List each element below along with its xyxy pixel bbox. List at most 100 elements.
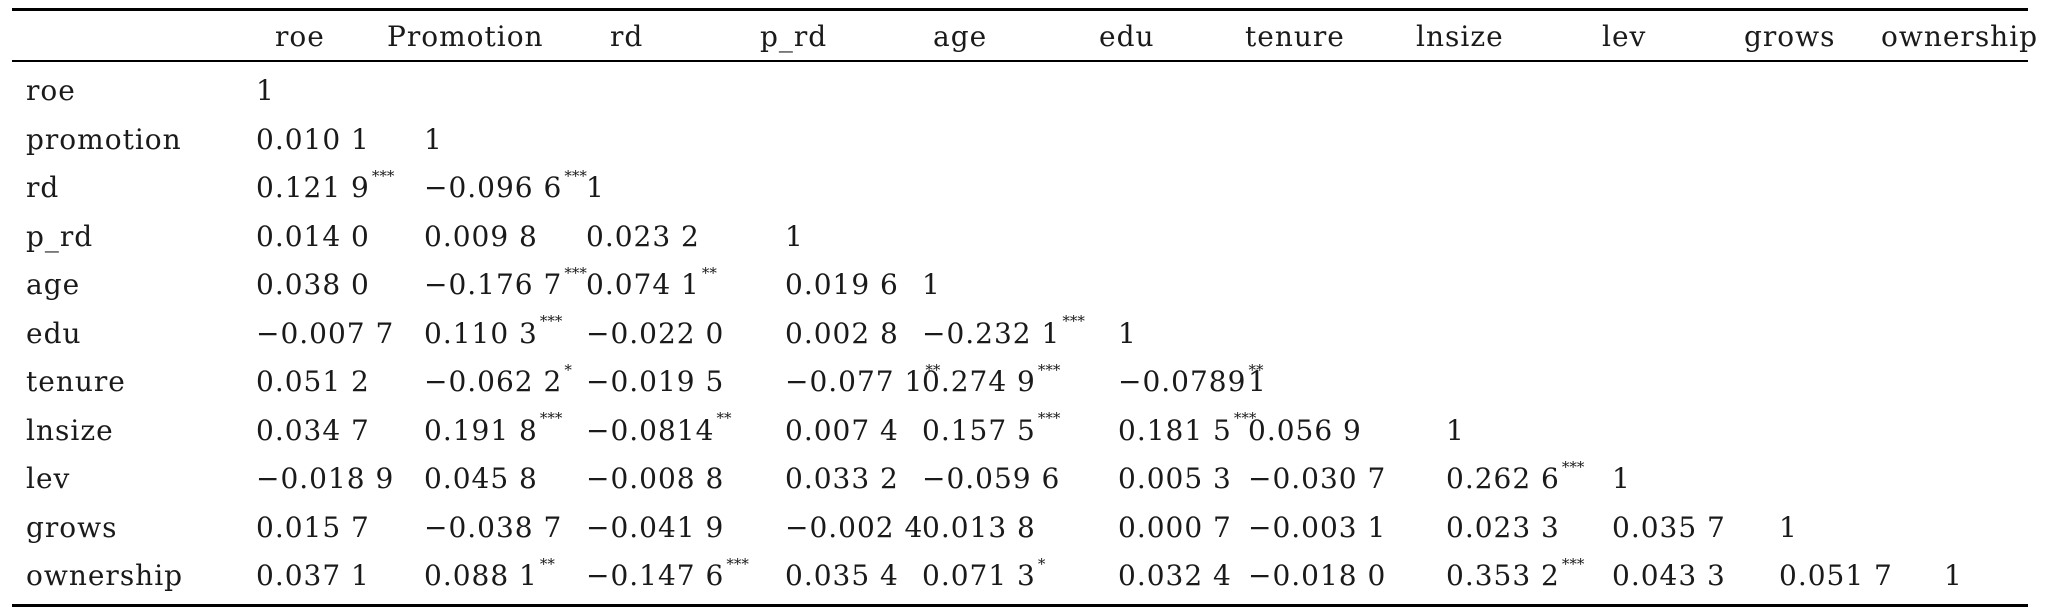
cell-value: 0.043 3 bbox=[1612, 559, 1726, 592]
cell-value: 0.032 4 bbox=[1118, 559, 1232, 592]
table-cell: 0.035 7 bbox=[1612, 511, 1726, 544]
cell-value: 0.023 2 bbox=[586, 219, 700, 253]
table-row: tenure 0.051 2 −0.062 2 * −0.019 5 −0.077 1 **… bbox=[12, 357, 2028, 406]
table-cell: 0.045 8 bbox=[424, 462, 538, 495]
cell-value: 0.033 2 bbox=[785, 462, 899, 495]
row-label: age bbox=[26, 268, 81, 301]
table-cell: −0.0814 ** bbox=[586, 409, 731, 446]
column-header: lnsize bbox=[1416, 20, 1504, 53]
cell-value: 0.037 1 bbox=[256, 559, 370, 592]
table-cell: 0.035 4 bbox=[785, 559, 899, 592]
table-cell: 0.038 0 bbox=[256, 268, 370, 301]
cell-value: 0.181 5 bbox=[1118, 413, 1232, 447]
table-cell: 0.007 4 bbox=[785, 414, 899, 447]
table-cell: 0.037 1 bbox=[256, 559, 370, 592]
table-cell: −0.062 2 * bbox=[424, 361, 572, 398]
cell-value: 0.035 4 bbox=[785, 559, 899, 592]
row-label: promotion bbox=[26, 122, 182, 156]
top-rule bbox=[12, 8, 2028, 11]
table-cell: 1 bbox=[922, 268, 941, 301]
cell-value: 0.191 8 bbox=[424, 413, 538, 447]
cell-value: 1 bbox=[785, 219, 804, 253]
table-cell: 0.181 5 *** bbox=[1118, 409, 1256, 447]
table-cell: −0.041 9 bbox=[586, 511, 724, 544]
table-cell: 0.262 6 *** bbox=[1446, 458, 1584, 495]
row-label: lev bbox=[26, 462, 71, 495]
cell-value: 1 bbox=[586, 171, 605, 204]
cell-value: 1 bbox=[1248, 365, 1267, 398]
cell-value: −0.002 4 bbox=[785, 510, 924, 544]
cell-value: 0.056 9 bbox=[1248, 413, 1362, 447]
cell-value: 0.051 7 bbox=[1779, 559, 1893, 592]
table-cell: −0.0789 ** bbox=[1118, 361, 1263, 398]
table-cell: 0.353 2 *** bbox=[1446, 555, 1584, 592]
table-row: promotion 0.010 1 1 bbox=[12, 115, 2028, 164]
cell-value: 0.262 6 bbox=[1446, 462, 1560, 495]
cell-value: 0.002 8 bbox=[785, 316, 899, 350]
cell-value: 0.000 7 bbox=[1118, 510, 1232, 544]
significance-stars: *** bbox=[726, 554, 749, 573]
cell-value: 0.007 4 bbox=[785, 413, 899, 447]
table-row: lev −0.018 9 0.045 8 −0.008 8 0.033 2 −0.059 … bbox=[12, 454, 2028, 503]
cell-value: −0.018 9 bbox=[256, 462, 395, 495]
cell-value: −0.022 0 bbox=[586, 316, 725, 350]
significance-stars: * bbox=[564, 360, 572, 379]
significance-stars: *** bbox=[1037, 360, 1061, 379]
table-cell: 0.191 8 *** bbox=[424, 409, 562, 447]
table-cell: 1 bbox=[1446, 414, 1465, 447]
cell-value: 0.009 8 bbox=[424, 219, 538, 253]
cell-value: 0.051 2 bbox=[256, 365, 370, 398]
significance-stars: *** bbox=[539, 409, 563, 428]
table-cell: 1 bbox=[785, 220, 804, 253]
table-cell: 0.010 1 bbox=[256, 123, 370, 156]
table-cell: 0.110 3 *** bbox=[424, 312, 562, 349]
table-cell: −0.096 6 *** bbox=[424, 167, 587, 204]
cell-value: 0.005 3 bbox=[1118, 462, 1232, 495]
cell-value: 0.023 3 bbox=[1446, 510, 1560, 544]
cell-value: 1 bbox=[1612, 462, 1631, 495]
table-cell: 0.274 9 *** bbox=[922, 361, 1060, 398]
table-cell: 0.023 2 bbox=[586, 220, 700, 253]
significance-stars: *** bbox=[564, 263, 587, 282]
cell-value: 0.074 1 bbox=[586, 268, 700, 301]
cell-value: 0.088 1 bbox=[424, 559, 538, 592]
cell-value: 0.015 7 bbox=[256, 510, 370, 544]
table-cell: 0.005 3 bbox=[1118, 462, 1232, 495]
cell-value: 1 bbox=[424, 122, 443, 156]
cell-value: −0.007 7 bbox=[256, 316, 395, 350]
table-cell: 0.019 6 bbox=[785, 268, 899, 301]
column-header: tenure bbox=[1245, 20, 1345, 53]
cell-value: 0.353 2 bbox=[1446, 559, 1560, 592]
significance-stars: ** bbox=[539, 554, 555, 573]
row-label: lnsize bbox=[26, 413, 114, 447]
table-cell: 1 bbox=[256, 74, 275, 107]
column-header: rd bbox=[610, 20, 644, 53]
cell-value: 1 bbox=[1446, 413, 1465, 447]
cell-value: −0.096 6 bbox=[424, 171, 563, 204]
cell-value: 1 bbox=[1944, 559, 1963, 592]
cell-value: −0.059 6 bbox=[922, 462, 1061, 495]
significance-stars: ** bbox=[701, 263, 717, 282]
column-header: edu bbox=[1099, 20, 1155, 53]
cell-value: 0.038 0 bbox=[256, 268, 370, 301]
column-header: roe bbox=[275, 20, 325, 53]
table-row: ownership 0.037 1 0.088 1 ** −0.147 6 *** 0.03… bbox=[12, 551, 2028, 600]
cell-value: −0.176 7 bbox=[424, 268, 563, 301]
table-cell: 0.034 7 bbox=[256, 414, 370, 447]
cell-value: 0.019 6 bbox=[785, 268, 899, 301]
significance-stars: *** bbox=[539, 312, 563, 331]
table-cell: 0.002 8 bbox=[785, 317, 899, 350]
cell-value: 0.045 8 bbox=[424, 462, 538, 495]
table-cell: −0.147 6 *** bbox=[586, 555, 749, 592]
column-header: lev bbox=[1602, 20, 1647, 53]
table-cell: −0.008 8 bbox=[586, 462, 724, 495]
significance-stars: *** bbox=[564, 166, 587, 185]
table-row: age 0.038 0 −0.176 7 *** 0.074 1 ** 0.019 6 1 bbox=[12, 260, 2028, 309]
table-cell: 0.032 4 bbox=[1118, 559, 1232, 592]
cell-value: −0.232 1 bbox=[922, 316, 1061, 350]
column-header: age bbox=[933, 20, 988, 53]
row-label: edu bbox=[26, 316, 82, 350]
cell-value: 0.013 8 bbox=[922, 510, 1036, 544]
table-cell: 1 bbox=[1944, 559, 1963, 592]
table-cell: 0.033 2 bbox=[785, 462, 899, 495]
